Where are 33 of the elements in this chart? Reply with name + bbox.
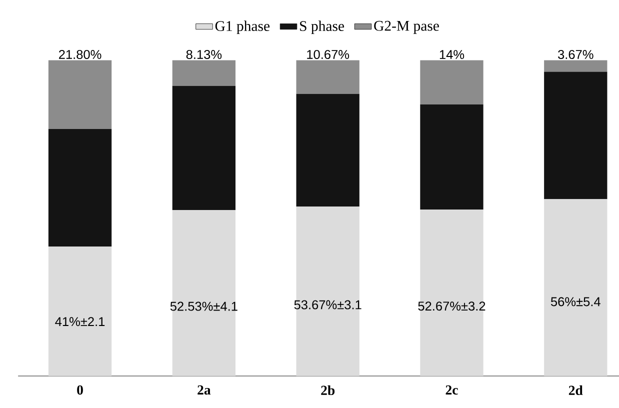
bar <box>48 60 112 130</box>
bar <box>48 129 112 247</box>
data-label: 52.67%±3.2 <box>418 302 486 311</box>
x-tick-label: 2c <box>446 386 458 395</box>
bar <box>420 210 484 376</box>
legend-label: G2-M pase <box>374 21 439 34</box>
bar <box>172 210 236 376</box>
x-tick-label: 2a <box>198 386 211 395</box>
bar <box>172 86 236 210</box>
bar <box>544 199 608 376</box>
bar <box>296 206 360 376</box>
data-label: 53.67%±3.1 <box>294 300 362 310</box>
bar <box>544 60 608 72</box>
data-label: 21.80% <box>58 50 102 60</box>
legend-label: G1 phase <box>215 20 270 34</box>
bar <box>420 60 484 105</box>
x-tick-label: 0 <box>77 386 83 395</box>
data-label: 8.13% <box>186 50 222 60</box>
bar <box>48 246 112 376</box>
x-tick-label: 2b <box>321 386 335 396</box>
data-label: 10.67% <box>307 50 350 60</box>
bar <box>296 60 360 94</box>
data-label: 56%±5.4 <box>550 297 600 306</box>
data-label: 3.67% <box>558 50 594 60</box>
bar <box>544 72 608 200</box>
data-label: 14% <box>440 50 464 60</box>
bar <box>420 104 484 210</box>
data-label: 52.53%±4.1 <box>170 302 238 312</box>
data-label: 41%±2.1 <box>55 317 105 326</box>
x-tick-label: 2d <box>568 386 583 396</box>
legend-label: S phase <box>300 20 344 34</box>
bar <box>296 94 360 207</box>
bar <box>172 60 236 86</box>
